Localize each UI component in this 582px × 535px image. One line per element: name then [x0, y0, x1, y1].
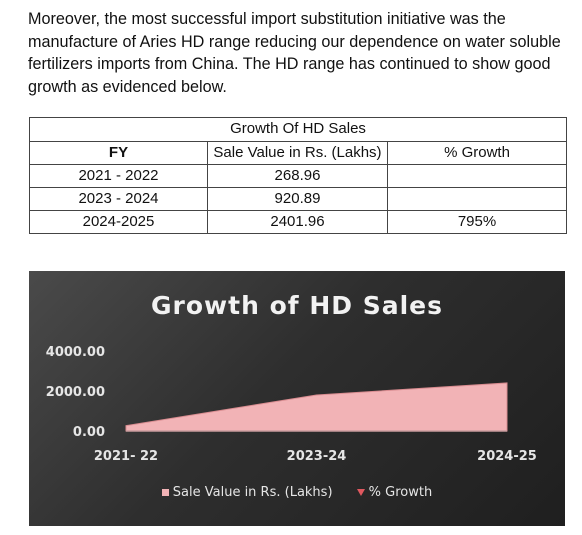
intro-paragraph: Moreover, the most successful import sub…	[28, 10, 561, 96]
hd-sales-chart: Growth of HD Sales 4000.00 2000.00 0.00 202…	[29, 271, 565, 526]
cell-growth	[386, 164, 568, 188]
cell-fy: 2021 - 2022	[29, 164, 208, 188]
x-tick-label: 2021- 22	[94, 449, 158, 464]
cell-growth	[386, 187, 568, 211]
cell-sale-value: 2401.96	[207, 210, 388, 234]
chart-plot: 4000.00 2000.00 0.00 2021- 22 2023-24 2024-25	[46, 345, 537, 464]
table-row: 2021 - 2022 268.96	[29, 164, 568, 188]
y-tick-label: 0.00	[73, 425, 105, 440]
table-row: 2023 - 2024 920.89	[29, 187, 568, 211]
series-area-sale-value	[125, 382, 508, 432]
x-tick-label: 2024-25	[477, 449, 537, 464]
legend-swatch-square-icon	[161, 489, 169, 496]
table-row: 2024-2025 2401.96 795%	[29, 210, 568, 234]
cell-growth: 795%	[386, 210, 568, 234]
chart-legend: Sale Value in Rs. (Lakhs) % Growth	[29, 485, 565, 500]
y-tick-label: 4000.00	[46, 345, 105, 360]
legend-item-growth: % Growth	[356, 485, 433, 500]
legend-label-growth: % Growth	[368, 485, 433, 500]
cell-fy: 2023 - 2024	[29, 187, 208, 211]
header-fy: FY	[29, 141, 208, 165]
cell-sale-value: 920.89	[207, 187, 388, 211]
legend-item-sale-value: Sale Value in Rs. (Lakhs)	[161, 485, 333, 500]
header-growth: % Growth	[386, 141, 568, 165]
hd-sales-table: Growth Of HD Sales FY Sale Value in Rs. …	[28, 117, 568, 234]
legend-swatch-triangle-icon	[356, 489, 365, 496]
x-tick-label: 2023-24	[287, 449, 347, 464]
table-caption: Growth Of HD Sales	[28, 117, 568, 142]
legend-label-sale-value: Sale Value in Rs. (Lakhs)	[172, 485, 333, 500]
chart-title: Growth of HD Sales	[151, 291, 443, 320]
cell-fy: 2024-2025	[29, 210, 208, 234]
header-sale-value: Sale Value in Rs. (Lakhs)	[207, 141, 388, 165]
y-tick-label: 2000.00	[46, 385, 105, 400]
cell-sale-value: 268.96	[207, 164, 388, 188]
